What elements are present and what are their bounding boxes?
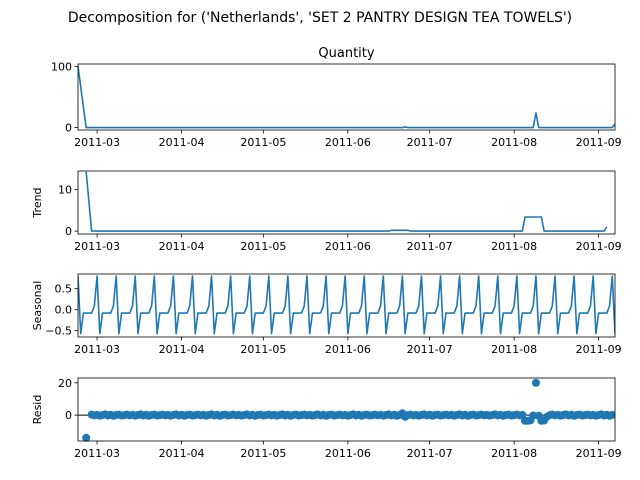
observed-plot-area (78, 66, 615, 129)
resid-axes-frame (77, 377, 616, 442)
resid-xtick-label: 2011-06 (325, 447, 371, 460)
trend-series-line (85, 171, 608, 232)
trend-ytick-label: 10 (58, 184, 72, 197)
observed-series-line (78, 66, 615, 129)
resid-point-outlier (526, 416, 535, 425)
resid-point (608, 410, 615, 419)
observed-xtick-label: 2011-03 (74, 136, 120, 149)
trend-xtick-label: 2011-05 (240, 240, 286, 253)
trend-xtick-label: 2011-04 (159, 240, 205, 253)
resid-point-outlier (401, 412, 410, 421)
seasonal-ytick-label: 0.5 (55, 283, 73, 296)
figure-suptitle: Decomposition for ('Netherlands', 'SET 2… (68, 10, 572, 26)
resid-ytick-label: 20 (58, 377, 72, 390)
observed-xtick-label: 2011-06 (325, 136, 371, 149)
resid-point-outlier (531, 378, 540, 387)
resid-ytick-label: 0 (65, 409, 72, 422)
seasonal-xtick-label: 2011-08 (491, 343, 537, 356)
seasonal-ytick-label: −0.5 (45, 325, 72, 338)
seasonal-xtick-label: 2011-07 (407, 343, 453, 356)
observed-axes-frame (77, 63, 616, 131)
resid-xtick-label: 2011-04 (159, 447, 205, 460)
trend-xtick-label: 2011-07 (407, 240, 453, 253)
seasonal-series-line (78, 275, 615, 335)
observed-xtick-label: 2011-09 (576, 136, 622, 149)
trend-ylabel: Trend (31, 187, 44, 218)
trend-xtick-label: 2011-08 (491, 240, 537, 253)
resid-xtick-label: 2011-05 (240, 447, 286, 460)
resid-point-outlier (82, 433, 91, 442)
resid-point-outlier (542, 412, 551, 421)
panel-resid: 0 20 2011-03 2011-04 2011-05 2011-06 2011-07 20… (31, 377, 622, 460)
seasonal-ylabel: Seasonal (31, 281, 44, 331)
resid-xtick-label: 2011-08 (491, 447, 537, 460)
panel-observed: 0 100 2011-03 2011-04 2011-05 2011-06 2011-07 2… (51, 46, 622, 149)
resid-plot-area (78, 410, 615, 420)
seasonal-xtick-label: 2011-09 (576, 343, 622, 356)
resid-xtick-label: 2011-03 (74, 447, 120, 460)
trend-xtick-label: 2011-06 (325, 240, 371, 253)
observed-xtick-label: 2011-04 (159, 136, 205, 149)
trend-xtick-label: 2011-03 (74, 240, 120, 253)
seasonal-xtick-label: 2011-04 (159, 343, 205, 356)
trend-ytick-label: 0 (65, 225, 72, 238)
seasonal-xtick-label: 2011-03 (74, 343, 120, 356)
observed-xtick-label: 2011-07 (407, 136, 453, 149)
observed-xtick-label: 2011-08 (491, 136, 537, 149)
trend-xtick-label: 2011-09 (576, 240, 622, 253)
trend-axes-frame (77, 170, 616, 235)
seasonal-xtick-label: 2011-05 (240, 343, 286, 356)
seasonal-axes-frame (77, 273, 616, 338)
trend-plot-area (85, 171, 608, 232)
observed-ytick-label: 0 (65, 122, 72, 135)
resid-xtick-label: 2011-09 (576, 447, 622, 460)
resid-ylabel: Resid (31, 395, 44, 425)
resid-point (518, 410, 527, 419)
seasonal-xtick-label: 2011-06 (325, 343, 371, 356)
seasonal-ytick-label: 0.0 (55, 304, 73, 317)
observed-xtick-label: 2011-05 (240, 136, 286, 149)
resid-xtick-label: 2011-07 (407, 447, 453, 460)
observed-panel-title: Quantity (318, 46, 374, 61)
seasonal-plot-area (78, 275, 615, 335)
panel-trend: 0 10 2011-03 2011-04 2011-05 2011-06 2011-07 20… (31, 170, 622, 253)
observed-ytick-label: 100 (51, 60, 72, 73)
